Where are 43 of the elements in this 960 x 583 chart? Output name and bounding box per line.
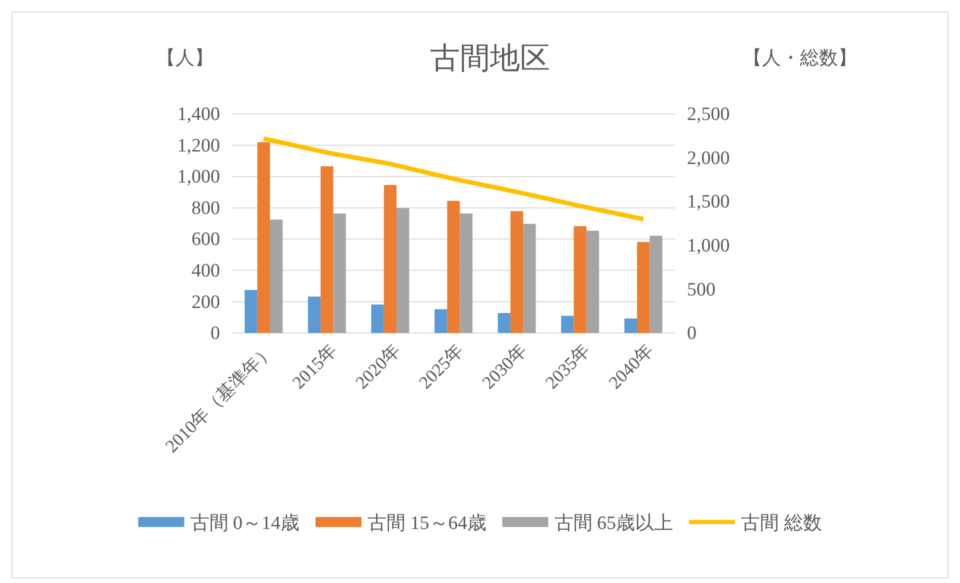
bar (244, 290, 258, 333)
y-axis-title: 【人】 (156, 48, 214, 69)
bar (498, 312, 510, 333)
y-tick-label: 0 (210, 323, 220, 344)
bar (637, 242, 650, 333)
y-tick-label: 1,200 (177, 135, 220, 156)
legend-label: 古間 0～14歳 (190, 513, 300, 534)
y2-tick-label: 1,500 (687, 192, 730, 213)
y2-tick-label: 1,000 (687, 235, 730, 256)
bar (574, 226, 586, 333)
bar (333, 213, 346, 333)
bar (396, 208, 410, 333)
y-tick-label: 600 (192, 229, 220, 250)
y2-tick-label: 500 (687, 279, 716, 300)
legend-label: 古間 総数 (741, 513, 822, 534)
bar (650, 236, 662, 333)
y-tick-label: 200 (192, 292, 220, 313)
bar (308, 296, 321, 333)
bar (320, 166, 334, 333)
legend-label: 古間 65歳以上 (554, 513, 673, 534)
y-tick-label: 1,000 (177, 166, 220, 188)
bar (586, 230, 600, 333)
bar (510, 211, 524, 333)
chart-title: 古間地区 (430, 42, 550, 75)
bar (384, 185, 397, 333)
y2-tick-label: 0 (687, 323, 696, 344)
bar (257, 142, 270, 333)
bar (434, 309, 448, 333)
bar (371, 304, 384, 333)
y-tick-label: 400 (192, 260, 220, 282)
line-series (261, 136, 646, 222)
bar (523, 224, 536, 333)
y2-tick-label: 2,500 (687, 104, 730, 126)
bar (460, 213, 472, 333)
bar (561, 316, 574, 333)
legend-label: 古間 15～64歳 (368, 513, 486, 534)
bar (624, 318, 638, 333)
y2-tick-label: 2,000 (687, 148, 730, 169)
y2-axis-title: 【人・総数】 (743, 48, 857, 69)
bar (447, 200, 460, 333)
y-tick-label: 1,400 (177, 104, 220, 126)
bar (270, 220, 283, 333)
y-tick-label: 800 (192, 198, 220, 219)
